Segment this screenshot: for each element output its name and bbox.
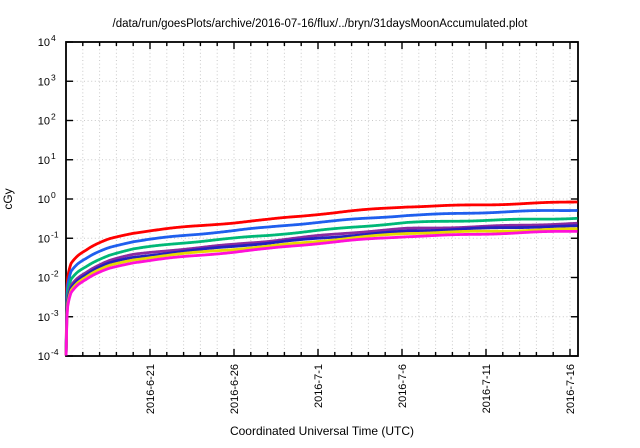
y-tick-exponent: 1 [51,151,56,161]
y-tick-exponent: 3 [51,72,56,82]
y-tick-label: 10 [38,37,50,49]
y-tick-label: 10 [38,76,50,88]
x-tick-label: 2016-7-6 [397,364,409,408]
y-tick-label: 10 [38,116,50,128]
series-blue-line [64,209,579,356]
x-tick-label: 2016-6-26 [229,364,241,414]
y-tick-exponent: -4 [51,347,59,357]
y-tick-label: 10 [38,273,50,285]
x-tick-label: 2016-7-16 [565,364,577,414]
y-tick-exponent: 2 [51,112,56,122]
y-tick-exponent: -3 [51,308,59,318]
series-magenta-line [64,229,579,356]
y-tick-exponent: 4 [51,33,56,43]
y-tick-label: 10 [38,312,50,324]
y-tick-label: 10 [38,233,50,245]
y-tick-exponent: -1 [51,229,59,239]
y-tick-exponent: -2 [51,269,59,279]
y-axis-label: cGy [1,188,15,210]
y-tick-exponent: 0 [51,190,56,200]
y-tick-label: 10 [38,351,50,363]
y-tick-label: 10 [38,155,50,167]
chart-title: /data/run/goesPlots/archive/2016-07-16/f… [112,18,528,30]
series-yellow-line [64,227,579,356]
series-purple-line [64,221,579,356]
x-tick-label: 2016-7-1 [313,364,325,408]
series-red-line [64,200,579,356]
x-axis-label: Coordinated Universal Time (UTC) [229,424,415,438]
series-sea-green-line [64,216,579,356]
series-navy-line [64,224,579,356]
x-tick-label: 2016-7-11 [481,364,493,413]
x-tick-label: 2016-6-21 [145,364,157,414]
y-tick-label: 10 [38,194,50,206]
